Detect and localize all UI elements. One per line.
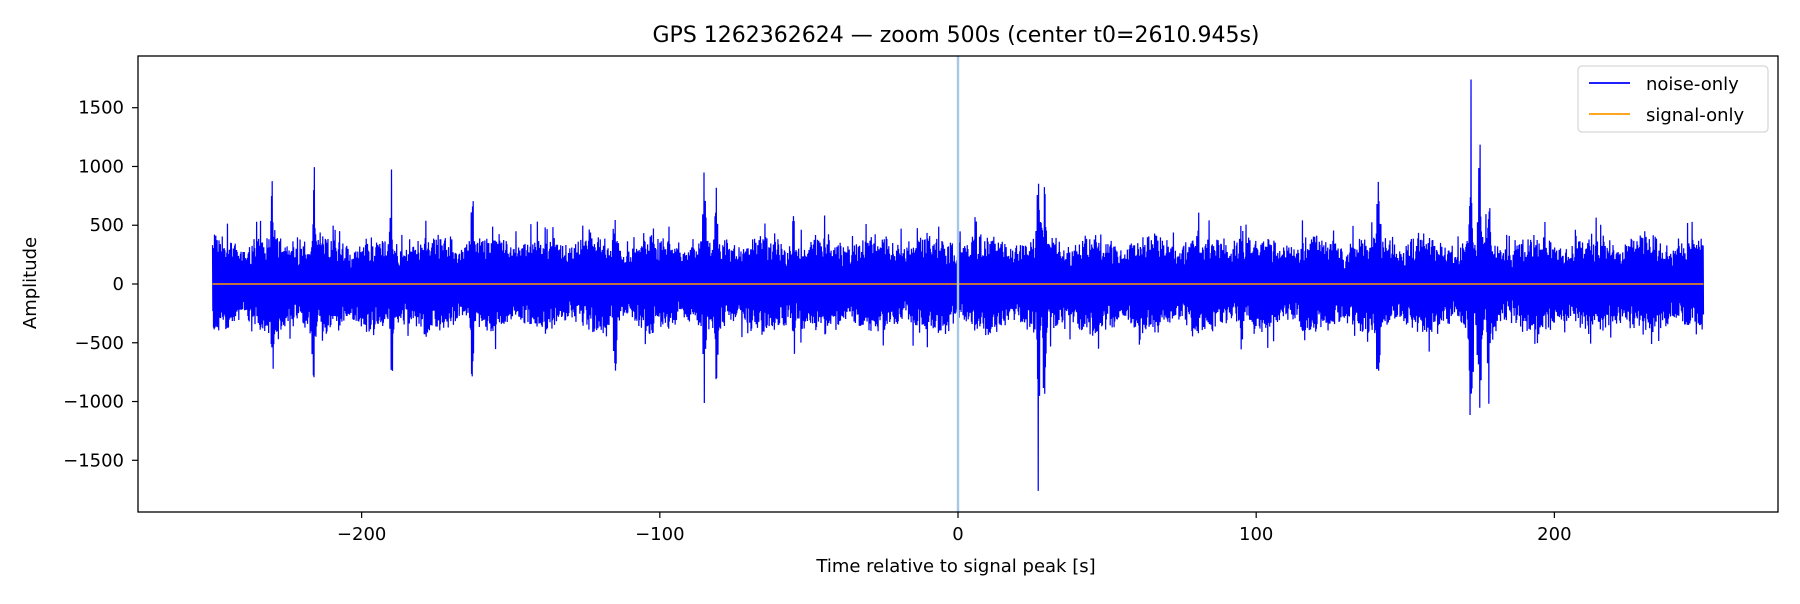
x-tick-label: 200 xyxy=(1537,524,1571,545)
x-tick-label: 100 xyxy=(1239,524,1273,545)
plot-area xyxy=(211,56,1705,512)
x-tick-label: −100 xyxy=(635,524,684,545)
x-axis-label: Time relative to signal peak [s] xyxy=(815,556,1095,577)
y-axis-label: Amplitude xyxy=(20,237,41,329)
axes: −200 −100 0 100 200−1500−1000−50005001000150… xyxy=(63,55,1779,545)
y-tick-label: 500 xyxy=(90,215,124,236)
y-tick-label: 1000 xyxy=(78,156,124,177)
y-tick-label: −1500 xyxy=(63,450,124,471)
y-tick-label: 0 xyxy=(113,274,124,295)
x-tick-label: −200 xyxy=(337,524,386,545)
y-tick-label: −1000 xyxy=(63,392,124,413)
legend-label-noise-only: noise-only xyxy=(1646,74,1739,95)
legend-label-signal-only: signal-only xyxy=(1646,105,1744,126)
chart-title: GPS 1262362624 — zoom 500s (center t0=26… xyxy=(653,23,1260,48)
y-tick-label: −500 xyxy=(75,333,124,354)
legend: noise-only signal-only xyxy=(1577,65,1769,133)
x-tick-label: 0 xyxy=(952,524,963,545)
y-tick-label: 1500 xyxy=(78,98,124,119)
